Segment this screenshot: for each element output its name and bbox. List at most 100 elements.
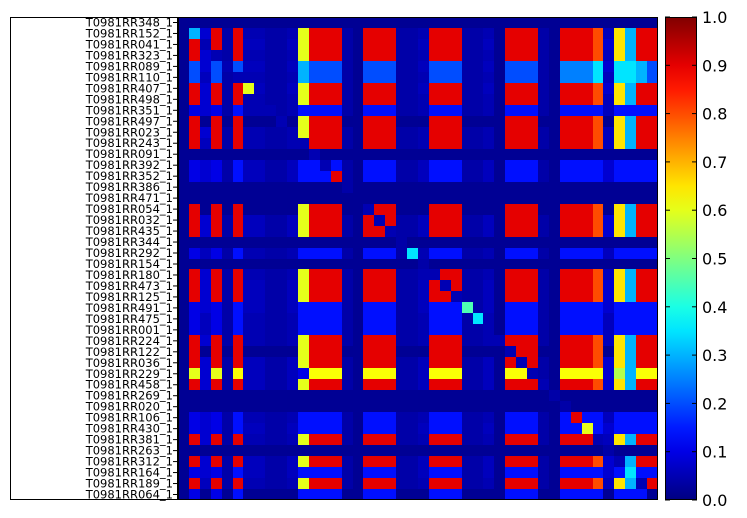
heatmap-cell (222, 324, 233, 335)
heatmap-cell (233, 324, 243, 335)
heatmap-cell (385, 193, 396, 204)
heatmap-cell (571, 423, 582, 434)
heatmap-cell (276, 259, 287, 269)
heatmap-cell (593, 302, 603, 313)
heatmap-cell (374, 39, 385, 50)
heatmap-cell (582, 28, 593, 39)
heatmap-cell (473, 445, 483, 456)
heatmap-cell (647, 39, 658, 50)
heatmap-cell (527, 28, 538, 39)
heatmap-cell (353, 193, 363, 204)
heatmap-cell (440, 259, 451, 269)
heatmap-cell (625, 412, 636, 423)
heatmap-cell (505, 182, 516, 193)
heatmap-cell (178, 116, 189, 127)
heatmap-cell (385, 94, 396, 105)
heatmap-cell (625, 324, 636, 335)
heatmap-cell (560, 61, 571, 72)
heatmap-cell (265, 379, 276, 390)
heatmap-cell (298, 17, 309, 28)
heatmap-cell (374, 390, 385, 401)
heatmap-cell (363, 401, 374, 412)
heatmap-cell (549, 17, 560, 28)
heatmap-cell (189, 390, 200, 401)
heatmap-cell (549, 226, 560, 237)
heatmap-cell (582, 237, 593, 248)
heatmap-cell (462, 456, 473, 467)
heatmap-cell (222, 193, 233, 204)
heatmap-cell (222, 237, 233, 248)
heatmap-cell (603, 204, 614, 215)
heatmap-cell (462, 138, 473, 149)
heatmap-cell (603, 149, 614, 160)
heatmap-cell (178, 138, 189, 149)
heatmap-cell (418, 412, 429, 423)
heatmap-cell (451, 423, 462, 434)
heatmap-cell (418, 215, 429, 226)
heatmap-cell (178, 94, 189, 105)
heatmap-cell (636, 204, 647, 215)
heatmap-cell (243, 61, 254, 72)
heatmap-cell (287, 313, 298, 324)
heatmap-cell (254, 434, 265, 445)
heatmap-cell (582, 313, 593, 324)
heatmap-cell (331, 489, 342, 500)
heatmap-cell (614, 215, 625, 226)
heatmap-cell (560, 149, 571, 160)
heatmap-cell (396, 39, 407, 50)
heatmap-cell (254, 204, 265, 215)
heatmap-cell (385, 368, 396, 379)
heatmap-cell (353, 171, 363, 182)
heatmap-cell (254, 248, 265, 259)
heatmap-cell (636, 28, 647, 39)
heatmap-cell (396, 50, 407, 61)
heatmap-cell (385, 204, 396, 215)
heatmap-cell (407, 412, 418, 423)
heatmap-cell (538, 390, 549, 401)
heatmap-cell (200, 171, 211, 182)
heatmap-cell (505, 280, 516, 291)
heatmap-cell (462, 434, 473, 445)
heatmap-cell (462, 171, 473, 182)
heatmap-cell (593, 17, 603, 28)
heatmap-cell (298, 489, 309, 500)
heatmap-cell (298, 467, 309, 478)
heatmap-cell (189, 28, 200, 39)
y-tick-label: T0981RR473_1 (85, 279, 173, 293)
heatmap-cell (331, 434, 342, 445)
heatmap-cell (211, 138, 222, 149)
heatmap-cell (538, 237, 549, 248)
heatmap-cell (320, 390, 331, 401)
heatmap-cell (243, 226, 254, 237)
heatmap-cell (298, 423, 309, 434)
heatmap-cell (538, 160, 549, 171)
colorbar-tick-label: 0.7 (702, 153, 727, 172)
heatmap-cell (538, 467, 549, 478)
heatmap-cell (189, 83, 200, 94)
heatmap-cell (505, 269, 516, 280)
heatmap-cell (363, 313, 374, 324)
heatmap-cell (603, 83, 614, 94)
heatmap-cell (505, 412, 516, 423)
heatmap-cell (505, 434, 516, 445)
heatmap-cell (625, 368, 636, 379)
heatmap-cell (385, 248, 396, 259)
heatmap-cell (549, 390, 560, 401)
heatmap-cell (451, 467, 462, 478)
heatmap-cell (625, 17, 636, 28)
heatmap-cell (429, 149, 440, 160)
heatmap-cell (571, 357, 582, 368)
heatmap-cell (494, 248, 505, 259)
heatmap-cell (527, 434, 538, 445)
heatmap-cell (200, 379, 211, 390)
heatmap-cell (571, 291, 582, 302)
heatmap-cell (418, 17, 429, 28)
heatmap-cell (200, 346, 211, 357)
heatmap-cell (178, 269, 189, 280)
heatmap-cell (516, 116, 527, 127)
heatmap-cell (396, 445, 407, 456)
heatmap-cell (603, 478, 614, 489)
heatmap-cell (593, 379, 603, 390)
heatmap-cell (429, 72, 440, 83)
heatmap-cell (625, 434, 636, 445)
